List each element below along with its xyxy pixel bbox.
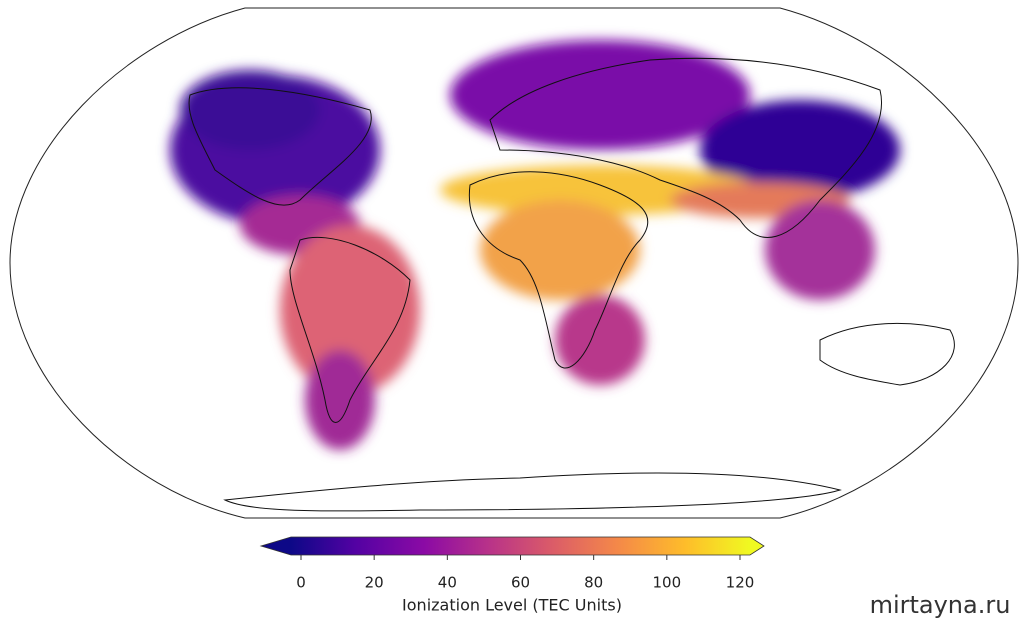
colorbar-extend-high — [750, 537, 764, 555]
region-southern-africa — [555, 295, 645, 385]
region-southeast-asia — [765, 200, 875, 300]
region-patagonia — [305, 350, 375, 450]
coast-africa — [468, 171, 649, 369]
colorbar-frame — [259, 536, 765, 556]
tec-field — [170, 40, 900, 450]
coast-south-america — [289, 236, 411, 423]
colorbar-tick-label: 40 — [438, 574, 457, 592]
coastlines — [188, 57, 955, 512]
region-south-america — [280, 225, 420, 395]
region-africa — [480, 200, 640, 300]
colorbar-tick-label: 80 — [584, 574, 603, 592]
colorbar-tick-label: 60 — [511, 574, 530, 592]
colorbar-extend-low — [261, 537, 291, 555]
watermark: mirtayna.ru — [870, 591, 1011, 619]
colorbar-tick-label: 0 — [296, 574, 306, 592]
coast-north-america — [188, 87, 372, 206]
region-east-asia — [700, 100, 900, 200]
region-north-america-north — [180, 70, 320, 150]
coast-eurasia — [489, 57, 882, 238]
colorbar-tick-label: 20 — [365, 574, 384, 592]
region-eurasia — [450, 40, 750, 150]
colorbar: 0 20 40 60 80 100 120 — [259, 536, 765, 592]
colorbar-body — [291, 537, 750, 555]
colorbar-tick-label: 120 — [726, 574, 755, 592]
colorbar-label: Ionization Level (TEC Units) — [402, 596, 622, 615]
coast-antarctica — [223, 472, 842, 512]
colorbar-tick-label: 100 — [653, 574, 682, 592]
coast-australia — [819, 322, 955, 386]
map-outline — [9, 7, 1019, 519]
